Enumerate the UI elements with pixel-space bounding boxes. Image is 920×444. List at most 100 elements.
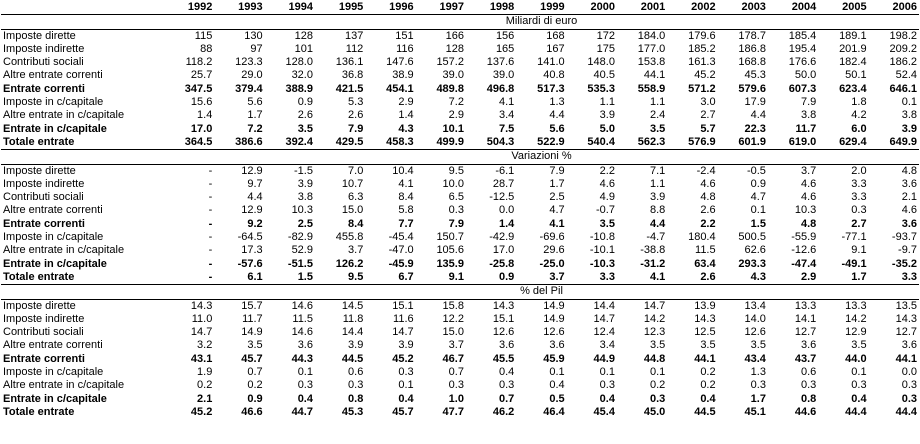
value-cell: 3.7 xyxy=(448,339,464,352)
value-cell: 2.0 xyxy=(851,164,867,177)
value-cell: 576.9 xyxy=(688,135,716,148)
year-header: 1994 xyxy=(264,1,315,16)
value-cell: 12.9 xyxy=(241,164,263,177)
value-cell: 12.7 xyxy=(895,326,917,339)
value-cell: - xyxy=(208,270,213,283)
value-cell: 44.9 xyxy=(593,352,615,365)
value-cell: 43.4 xyxy=(744,352,766,365)
value-cell: 44.4 xyxy=(845,405,867,418)
year-header: 1995 xyxy=(314,1,366,16)
value-cell: 25.7 xyxy=(190,69,213,82)
value-cell: 14.7 xyxy=(593,312,615,325)
value-cell: 13.3 xyxy=(845,299,867,312)
value-cell: 455.8 xyxy=(335,231,364,244)
value-cell: 0.3 xyxy=(448,204,464,217)
value-cell: 14.5 xyxy=(341,299,364,312)
value-cell: 2.2 xyxy=(599,164,615,177)
row-label: Totale entrate xyxy=(3,405,75,418)
data-row: Totale entrate 364.5 386.6 392.4 429.5 458.3 4… xyxy=(1,136,919,150)
value-cell: 499.9 xyxy=(436,135,464,148)
value-cell: 1.5 xyxy=(750,217,766,230)
value-cell: 44.8 xyxy=(643,352,666,365)
value-cell: 3.8 xyxy=(901,109,917,122)
data-row: Imposte in c/capitale 1.9 0.7 0.1 0.6 0.3 0.7 0… xyxy=(1,366,919,379)
corner-cell xyxy=(1,1,164,16)
value-cell: 14.9 xyxy=(543,312,565,325)
value-cell: 52.9 xyxy=(291,244,313,257)
value-cell: 12.7 xyxy=(794,326,817,339)
value-cell: 39.0 xyxy=(492,69,515,82)
value-cell: 14.3 xyxy=(492,299,515,312)
value-cell: 141.0 xyxy=(537,56,565,69)
value-cell: 10.0 xyxy=(442,177,464,190)
value-cell: 3.3 xyxy=(851,177,867,190)
value-cell: 579.6 xyxy=(738,82,766,95)
value-cell: 186.2 xyxy=(889,56,917,69)
value-cell: 17.0 xyxy=(492,244,515,257)
value-cell: 10.3 xyxy=(291,204,313,217)
value-cell: 167 xyxy=(546,42,565,55)
value-cell: 9.5 xyxy=(348,270,364,283)
year-header: 1999 xyxy=(516,1,567,16)
value-cell: 607.3 xyxy=(788,82,817,95)
value-cell: 8.8 xyxy=(649,204,666,217)
value-cell: 156 xyxy=(495,29,515,42)
value-cell: 558.9 xyxy=(637,82,666,95)
value-cell: 2.6 xyxy=(297,109,313,122)
value-cell: 157.2 xyxy=(436,56,464,69)
value-cell: 0.2 xyxy=(700,379,716,392)
value-cell: 45.0 xyxy=(643,405,666,418)
value-cell: -57.6 xyxy=(237,257,263,270)
value-cell: 15.6 xyxy=(190,96,213,109)
value-cell: 39.0 xyxy=(442,69,464,82)
value-cell: 12.9 xyxy=(845,326,867,339)
value-cell: 44.1 xyxy=(694,352,716,365)
value-cell: 0.4 xyxy=(599,392,615,405)
year-header: 2001 xyxy=(616,1,668,16)
year-header: 1996 xyxy=(365,1,416,16)
value-cell: 0.1 xyxy=(297,366,313,379)
value-cell: 646.1 xyxy=(889,82,917,95)
value-cell: -9.7 xyxy=(898,244,917,257)
value-cell: 3.5 xyxy=(649,339,666,352)
value-cell: 601.9 xyxy=(738,135,766,148)
value-cell: 3.6 xyxy=(297,339,313,352)
value-cell: 44.1 xyxy=(895,352,917,365)
value-cell: 15.8 xyxy=(442,299,464,312)
year-header: 2004 xyxy=(767,1,819,16)
value-cell: 1.1 xyxy=(649,177,666,190)
value-cell: 43.1 xyxy=(190,352,213,365)
value-cell: 4.1 xyxy=(649,270,666,283)
value-cell: 151 xyxy=(395,29,414,42)
value-cell: 178.7 xyxy=(738,29,766,42)
value-cell: 0.9 xyxy=(499,270,515,283)
value-cell: 166 xyxy=(445,29,464,42)
value-cell: 14.3 xyxy=(190,299,213,312)
value-cell: 0.4 xyxy=(297,392,313,405)
value-cell: 40.5 xyxy=(593,69,615,82)
data-row: Imposte indirette 88 97 101 112 116 128 165 167 1… xyxy=(1,43,919,56)
value-cell: - xyxy=(208,231,213,244)
value-cell: -47.0 xyxy=(388,244,414,257)
value-cell: 14.1 xyxy=(794,312,817,325)
value-cell: 201.9 xyxy=(839,42,867,55)
value-cell: 46.7 xyxy=(442,352,464,365)
value-cell: 0.9 xyxy=(297,96,313,109)
year-header: 2003 xyxy=(717,1,768,16)
value-cell: 4.7 xyxy=(750,191,766,204)
year-header: 2002 xyxy=(667,1,718,16)
value-cell: 14.6 xyxy=(291,326,313,339)
value-cell: 0.1 xyxy=(649,366,666,379)
value-cell: 12.4 xyxy=(593,326,615,339)
value-cell: 2.2 xyxy=(700,217,716,230)
value-cell: 293.3 xyxy=(738,257,766,270)
value-cell: 0.1 xyxy=(750,204,766,217)
row-label: Entrate in c/capitale xyxy=(3,257,107,270)
data-row: Entrate correnti 347.5 379.4 388.9 421.5 454.… xyxy=(1,83,919,96)
value-cell: 161.3 xyxy=(688,56,716,69)
value-cell: 3.5 xyxy=(649,122,666,135)
value-cell: 15.7 xyxy=(241,299,263,312)
revenue-table: 1992 1993 1994 1995 1996 1997 1998 1999 2000 2001… xyxy=(1,1,919,419)
value-cell: 118.2 xyxy=(185,56,213,69)
value-cell: 8.4 xyxy=(398,191,414,204)
